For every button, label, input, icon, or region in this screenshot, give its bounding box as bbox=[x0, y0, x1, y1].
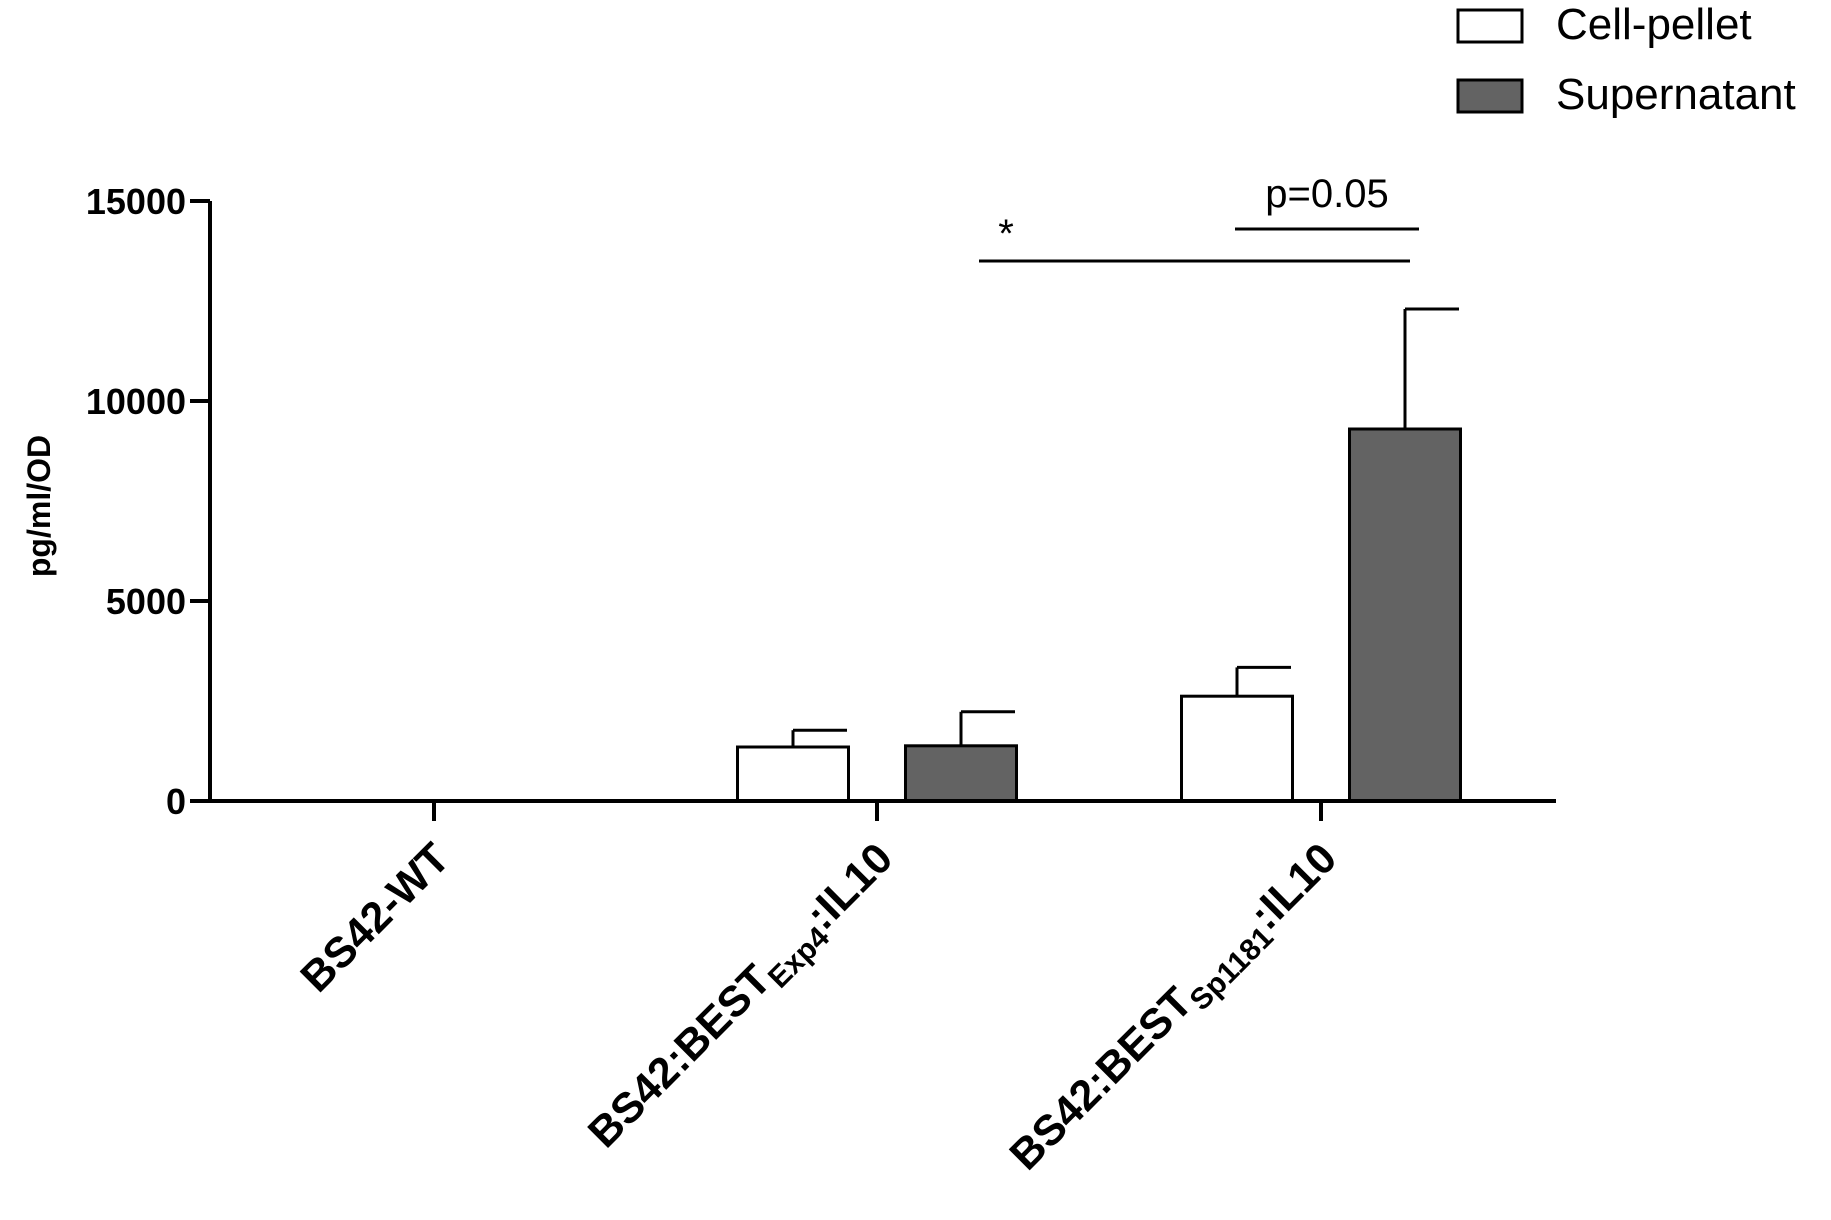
x-category-label: BS42:BESTExp4:IL10 bbox=[579, 834, 907, 1162]
x-category-label: BS42:BESTSp1181:IL10 bbox=[1001, 834, 1351, 1184]
legend-swatch-supernatant bbox=[1456, 78, 1524, 114]
x-category-label: BS42-WT bbox=[292, 834, 459, 1001]
significance-label: p=0.05 bbox=[1265, 172, 1388, 216]
y-tick-label: 5000 bbox=[106, 581, 186, 622]
bar-cell-pellet-3 bbox=[1180, 694, 1294, 803]
category-main: BS42-WT bbox=[292, 834, 459, 1001]
legend-label: Supernatant bbox=[1556, 70, 1796, 119]
legend-swatch-cell-pellet bbox=[1456, 8, 1524, 44]
bar-cell-pellet-2 bbox=[736, 745, 850, 803]
y-tick-label: 0 bbox=[166, 781, 186, 822]
y-tick-label: 15000 bbox=[86, 181, 186, 222]
category-main: BS42:BEST bbox=[579, 956, 780, 1157]
bar-supernatant-2 bbox=[904, 744, 1018, 803]
bar-supernatant-3 bbox=[1348, 427, 1462, 803]
significance-label: * bbox=[998, 212, 1014, 256]
legend-label: Cell-pellet bbox=[1556, 0, 1752, 49]
category-subscript: Sp1181 bbox=[1184, 921, 1280, 1017]
y-tick-label: 10000 bbox=[86, 381, 186, 422]
category-main: BS42:BEST bbox=[1001, 978, 1202, 1179]
y-axis-title: pg/ml/OD bbox=[21, 435, 57, 577]
